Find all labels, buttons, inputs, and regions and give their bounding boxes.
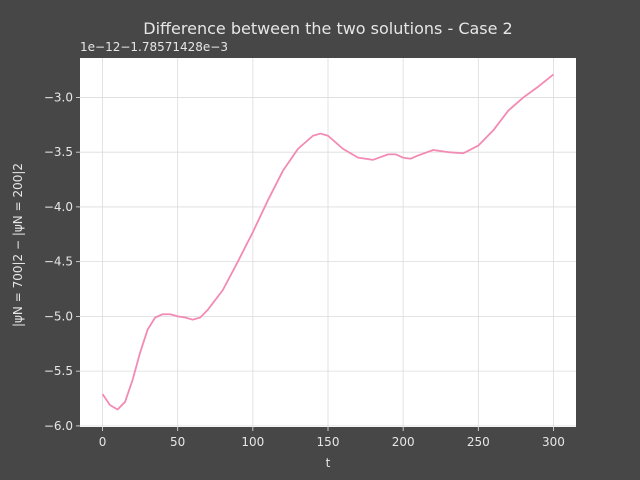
x-label: t (326, 456, 331, 470)
y-tick-label: −3.0 (44, 90, 73, 104)
x-tick-label: 0 (99, 435, 107, 449)
line (101, 73, 555, 411)
y-tick-label: −4.5 (44, 255, 73, 269)
x-tick-label: 100 (241, 435, 264, 449)
y-tick-label: −6.0 (44, 419, 73, 433)
y-tick-label: −3.5 (44, 145, 73, 159)
y-tick-label: −4.0 (44, 200, 73, 214)
chart-title: Difference between the two solutions - C… (143, 19, 512, 38)
x-tick-label: 50 (170, 435, 185, 449)
x-tick-label: 300 (542, 435, 565, 449)
y-label: |ψN = 700|2 − |ψN = 200|2 (11, 163, 25, 327)
y-tick-label: −5.0 (44, 309, 73, 323)
offset-text: 1e−12−1.78571428e−3 (80, 40, 228, 54)
x-tick-label: 150 (317, 435, 340, 449)
x-tick-label: 200 (392, 435, 415, 449)
y-tick-label: −5.5 (44, 364, 73, 378)
x-tick-label: 250 (467, 435, 490, 449)
